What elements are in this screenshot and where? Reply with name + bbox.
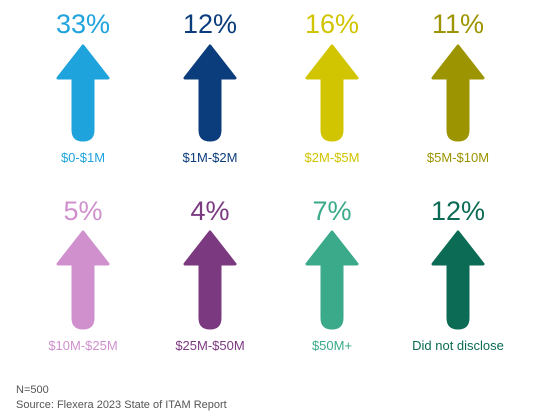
category-label: $1M-$2M bbox=[183, 150, 238, 165]
category-label: $25M-$50M bbox=[175, 338, 244, 353]
category-label: $50M+ bbox=[312, 338, 352, 353]
up-arrow-icon bbox=[183, 230, 237, 330]
value-label: 5% bbox=[63, 196, 102, 226]
category-label: $5M-$10M bbox=[427, 150, 489, 165]
source-note: Source: Flexera 2023 State of ITAM Repor… bbox=[16, 399, 227, 411]
up-arrow-icon bbox=[431, 44, 485, 142]
category-label: $10M-$25M bbox=[48, 338, 117, 353]
value-label: 4% bbox=[190, 196, 229, 226]
value-label: 16% bbox=[305, 9, 359, 39]
category-label: $2M-$5M bbox=[305, 150, 360, 165]
up-arrow-icon bbox=[305, 230, 359, 330]
value-label: 7% bbox=[312, 196, 351, 226]
category-label: $0-$1M bbox=[61, 150, 105, 165]
up-arrow-icon bbox=[56, 230, 110, 330]
value-label: 12% bbox=[431, 196, 485, 226]
up-arrow-icon bbox=[56, 44, 110, 142]
category-label: Did not disclose bbox=[412, 338, 504, 353]
up-arrow-icon bbox=[431, 230, 485, 330]
value-label: 12% bbox=[183, 9, 237, 39]
up-arrow-icon bbox=[183, 44, 237, 142]
value-label: 33% bbox=[56, 9, 110, 39]
sample-size-note: N=500 bbox=[16, 384, 49, 396]
value-label: 11% bbox=[432, 9, 484, 39]
up-arrow-icon bbox=[305, 44, 359, 142]
